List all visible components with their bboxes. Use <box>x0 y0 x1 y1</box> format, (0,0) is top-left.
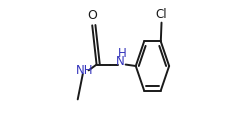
Text: O: O <box>87 9 97 22</box>
Text: Cl: Cl <box>155 8 167 21</box>
Text: NH: NH <box>76 64 93 77</box>
Text: N: N <box>115 55 124 68</box>
Text: H: H <box>117 47 126 60</box>
